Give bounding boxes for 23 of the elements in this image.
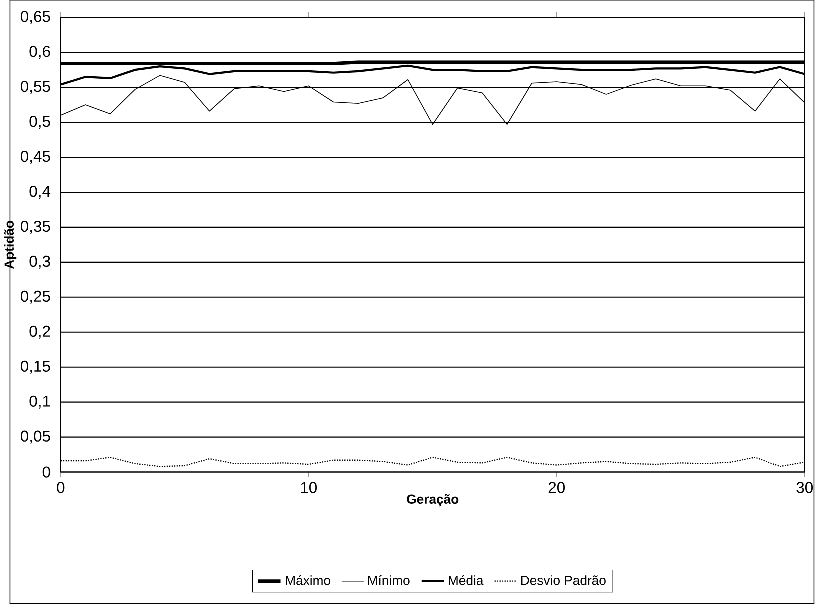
y-tick-label: 0,65	[20, 11, 50, 24]
y-tick-label: 0,5	[30, 116, 50, 130]
legend-label: Máximo	[286, 575, 330, 586]
y-tick-label: 0,35	[20, 220, 50, 234]
x-tick-label: 0	[57, 482, 65, 494]
x-tick-label: 30	[796, 482, 814, 494]
x-axis-title: Geração	[407, 494, 459, 507]
y-tick-label: 0,3	[30, 256, 50, 269]
y-tick-label: 0,25	[20, 290, 50, 304]
x-tick-label: 10	[301, 482, 318, 494]
y-tick-label: 0,15	[20, 360, 50, 374]
y-tick-label: 0,6	[30, 46, 50, 60]
x-tick-label: 20	[548, 482, 566, 494]
y-tick-label: 0,55	[20, 81, 50, 94]
y-tick-label: 0,4	[30, 186, 51, 199]
y-tick-label: 0	[42, 466, 50, 478]
y-tick-label: 0,1	[30, 396, 50, 409]
legend-label: Mínimo	[368, 575, 410, 586]
y-tick-label: 0,45	[20, 150, 50, 164]
legend-label: Desvio Padrão	[521, 576, 606, 586]
y-tick-label: 0,2	[30, 326, 50, 339]
legend-label: Média	[449, 575, 484, 586]
y-tick-label: 0,05	[20, 430, 50, 444]
